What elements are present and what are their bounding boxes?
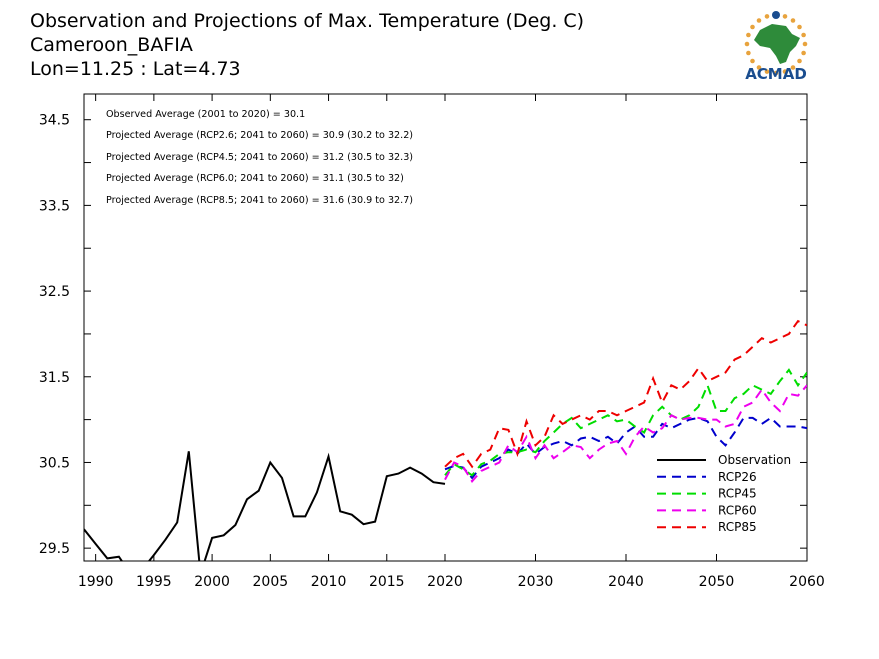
x-axis-tick-labels: 1990 1995 2000 2005 2010 2015 2020 2030 2040 2050… <box>78 574 825 590</box>
sun-ray-dot <box>746 32 751 38</box>
legend-label-rcp26: RCP26 <box>718 470 757 484</box>
annotation-rcp26-average: Projected Average (RCP2.6; 2041 to 2060)… <box>106 130 413 141</box>
annotation-rcp60-average: Projected Average (RCP6.0; 2041 to 2060)… <box>106 173 404 184</box>
acmad-logo: ACMAD <box>744 11 808 83</box>
x-tick-label: 2040 <box>608 574 644 590</box>
sun-ray-dot <box>756 18 762 23</box>
sun-ray-dot <box>801 32 806 38</box>
legend-label-observation: Observation <box>718 453 791 467</box>
sun-ray-dot <box>797 24 802 30</box>
x-tick-label: 1990 <box>78 574 114 590</box>
y-tick-label: 29.5 <box>39 541 70 557</box>
series-line-rcp85 <box>444 319 807 469</box>
legend-label-rcp85: RCP85 <box>718 520 757 534</box>
x-tick-label: 2030 <box>518 574 554 590</box>
x-tick-label: 2050 <box>699 574 735 590</box>
chart-title: Observation and Projections of Max. Temp… <box>30 10 584 32</box>
x-tick-label: 2060 <box>789 574 825 590</box>
annotation-rcp45-average: Projected Average (RCP4.5; 2041 to 2060)… <box>106 152 413 163</box>
y-axis-tick-labels: 29.5 30.5 31.5 32.5 33.5 34.5 <box>39 113 70 557</box>
averages-annotations: Observed Average (2001 to 2020) = 30.1 P… <box>106 109 413 206</box>
station-coordinates: Lon=11.25 : Lat=4.73 <box>30 58 241 80</box>
x-tick-label: 2015 <box>369 574 405 590</box>
sun-ray-dot <box>750 24 755 30</box>
acmad-logo-text: ACMAD <box>745 65 807 83</box>
sun-ray-dot <box>797 58 802 64</box>
x-tick-label: 1995 <box>136 574 172 590</box>
x-tick-label: 2005 <box>253 574 289 590</box>
station-name: Cameroon_BAFIA <box>30 34 193 56</box>
sun-ray-dot <box>782 69 788 74</box>
series-lines <box>84 319 807 561</box>
africa-map-icon <box>754 24 800 64</box>
x-tick-label: 2010 <box>311 574 347 590</box>
y-tick-label: 33.5 <box>39 198 70 214</box>
sun-ray-dot <box>773 70 779 76</box>
y-tick-label: 31.5 <box>39 370 70 386</box>
y-tick-label: 34.5 <box>39 113 70 129</box>
annotation-observed-average: Observed Average (2001 to 2020) = 30.1 <box>106 109 305 120</box>
sun-ray-dot <box>764 69 770 74</box>
sun-ray-dot <box>746 50 751 56</box>
y-tick-label: 30.5 <box>39 455 70 471</box>
x-tick-label: 2000 <box>194 574 230 590</box>
sun-ray-dot <box>782 14 788 19</box>
axis-ticks <box>84 94 808 561</box>
sun-ray-dot <box>790 18 796 23</box>
water-drop-icon <box>772 11 780 19</box>
legend-label-rcp60: RCP60 <box>718 503 757 517</box>
sun-ray-dot <box>744 41 750 47</box>
y-tick-label: 32.5 <box>39 284 70 300</box>
annotation-rcp85-average: Projected Average (RCP8.5; 2041 to 2060)… <box>106 195 413 206</box>
chart-legend: Observation RCP26 RCP45 RCP60 RCP85 <box>657 453 791 534</box>
sun-ray-dot <box>801 50 806 56</box>
sun-ray-dot <box>790 65 796 70</box>
sun-ray-dot <box>802 41 808 47</box>
legend-label-rcp45: RCP45 <box>718 487 757 501</box>
sun-rays-icon <box>744 12 808 76</box>
x-tick-label: 2020 <box>427 574 463 590</box>
sun-ray-dot <box>756 65 762 70</box>
sun-ray-dot <box>750 58 755 64</box>
series-line-rcp60 <box>444 384 807 483</box>
series-line-observation <box>84 451 446 561</box>
sun-ray-dot <box>764 14 770 19</box>
